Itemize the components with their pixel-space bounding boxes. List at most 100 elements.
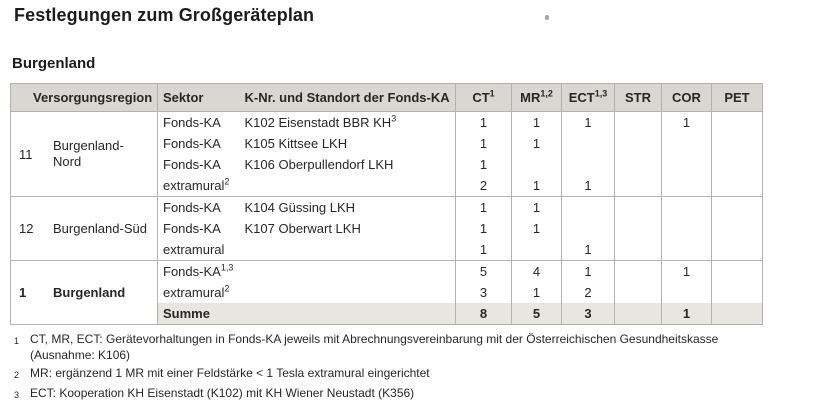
col-header-label: STR <box>625 90 651 105</box>
ct-cell: 1 <box>455 133 512 154</box>
mr-cell: 1 <box>511 175 562 197</box>
footnote-ref: 1,3 <box>220 262 234 273</box>
col-header-str: STR <box>614 83 662 112</box>
footnote-text: MR: ergänzend 1 MR mit einer Feldstärke … <box>30 365 430 383</box>
col-header-label: ECT <box>568 90 595 105</box>
region-cell: 11 Burgenland-Nord <box>10 111 158 197</box>
cor-cell: 1 <box>661 111 712 133</box>
region-name: Burgenland-Süd <box>53 220 147 236</box>
knr-standort-label: K107 Oberwart LKH <box>244 221 361 236</box>
col-header-footnote-ref: 1,3 <box>594 88 608 99</box>
knr-standort-cell <box>243 282 456 303</box>
knr-standort-label: K105 Kittsee LKH <box>244 136 348 151</box>
table-header-row: Versorgungsregion Sektor K-Nr. und Stand… <box>10 83 763 112</box>
mr-cell: 1 <box>511 218 562 239</box>
sektor-label: extramural <box>163 178 225 193</box>
ect-cell <box>561 196 615 218</box>
footnote-line: ECT: Kooperation KH Eisenstadt (K102) mi… <box>30 386 415 400</box>
pet-cell <box>712 282 763 303</box>
footnote-marker: 2 <box>14 370 20 380</box>
sektor-label: Fonds-KA <box>163 264 221 279</box>
region-name: Burgenland-Nord <box>53 138 124 169</box>
col-header-ct: CT1 <box>455 83 512 112</box>
table-row: 11 Burgenland-Nord Fonds-KA K102 Eisenst… <box>10 111 763 197</box>
knr-standort-label: K106 Oberpullendorf LKH <box>244 157 394 172</box>
str-cell <box>614 260 662 282</box>
ect-cell: 1 <box>561 111 615 133</box>
knr-standort-cell <box>243 303 456 325</box>
footnote-line: (Ausnahme: K106) <box>30 348 131 362</box>
mr-cell: 1 <box>511 282 562 303</box>
footnote-line: CT, MR, ECT: Gerätevorhaltungen in Fonds… <box>30 332 719 346</box>
sektor-cell: extramural <box>158 239 244 261</box>
table-row: Fonds-KA K107 Oberwart LKH 1 1 <box>11 218 763 239</box>
footnote-marker: 3 <box>14 390 20 400</box>
region-cell: 12 Burgenland-Süd <box>10 196 158 261</box>
ct-cell: 1 <box>455 154 512 175</box>
footnotes: 1 CT, MR, ECT: Gerätevorhaltungen in Fon… <box>14 331 814 405</box>
sektor-label: Fonds-KA <box>163 200 221 215</box>
summe-label: Summe <box>163 306 210 321</box>
col-header-label: K-Nr. und Standort der Fonds-KA <box>244 90 450 105</box>
sektor-cell: Fonds-KA <box>158 218 244 239</box>
ct-cell: 3 <box>455 282 512 303</box>
footnote-line: MR: ergänzend 1 MR mit einer Feldstärke … <box>30 366 430 380</box>
table-row: Fonds-KA K105 Kittsee LKH 1 1 <box>11 133 763 154</box>
mr-cell <box>511 239 562 261</box>
knr-standort-cell: K104 Güssing LKH <box>243 196 456 218</box>
table-row: Fonds-KA K106 Oberpullendorf LKH 1 <box>11 154 763 175</box>
str-cell <box>614 196 662 218</box>
ect-cell: 2 <box>561 282 615 303</box>
col-header-mr: MR1,2 <box>511 83 562 112</box>
table-row: 12 Burgenland-Süd Fonds-KA K104 Güssing … <box>10 196 763 261</box>
sektor-cell: extramural2 <box>158 175 244 197</box>
footnote-ref: 2 <box>224 283 230 294</box>
pet-cell <box>712 218 763 239</box>
sektor-label: extramural <box>163 285 225 300</box>
pet-cell <box>712 154 763 175</box>
str-cell <box>614 154 662 175</box>
cor-cell <box>661 196 712 218</box>
pet-cell <box>712 175 763 197</box>
knr-standort-cell <box>243 239 456 261</box>
ect-cell: 1 <box>561 175 615 197</box>
col-header-label: COR <box>672 90 701 105</box>
cor-cell: 1 <box>661 303 712 325</box>
pet-cell <box>711 303 763 325</box>
str-cell <box>614 133 662 154</box>
col-header-label: PET <box>724 90 750 105</box>
ect-cell <box>561 218 615 239</box>
region-cell-content: 11 Burgenland-Nord <box>11 138 157 170</box>
sektor-cell: Fonds-KA <box>157 196 244 218</box>
col-header-label: CT <box>472 90 490 105</box>
ct-cell: 1 <box>455 111 512 133</box>
mr-cell: 5 <box>511 303 562 325</box>
knr-standort-cell: K107 Oberwart LKH <box>243 218 456 239</box>
knr-standort-label: K102 Eisenstadt BBR KH <box>244 115 392 130</box>
col-header-footnote-ref: 1 <box>489 88 495 99</box>
section-title: Burgenland <box>12 55 96 72</box>
mr-cell: 4 <box>511 260 562 282</box>
footnote-marker: 1 <box>14 336 20 346</box>
sektor-cell: Fonds-KA1,3 <box>157 260 244 282</box>
table-row: extramural2 3 1 2 <box>11 282 763 303</box>
ect-cell: 1 <box>561 260 615 282</box>
cor-cell <box>661 239 712 261</box>
footnote-2: 2 MR: ergänzend 1 MR mit einer Feldstärk… <box>14 365 814 383</box>
pet-cell <box>712 133 763 154</box>
mr-cell: 1 <box>511 196 562 218</box>
footnote-ref: 2 <box>224 176 230 187</box>
region-name: Burgenland <box>53 284 126 300</box>
cor-cell <box>661 133 712 154</box>
page-title: Festlegungen zum Großgeräteplan <box>14 5 315 25</box>
cor-cell <box>661 218 712 239</box>
str-cell <box>614 239 662 261</box>
knr-standort-label: K104 Güssing LKH <box>244 200 356 215</box>
region-number: 12 <box>19 221 34 236</box>
str-cell <box>614 111 662 133</box>
sektor-label: Fonds-KA <box>163 136 221 151</box>
ct-cell: 1 <box>455 218 512 239</box>
mr-cell: 1 <box>511 111 562 133</box>
col-header-sektor: Sektor <box>157 83 244 112</box>
